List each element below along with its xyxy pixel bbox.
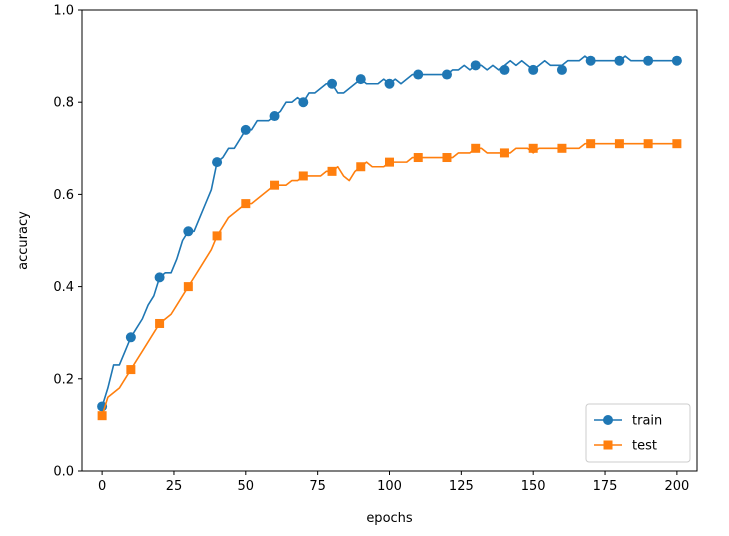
axes: 0 25 50 75 100 125 150 175 200 0.0 0.2 0.4 0.6 0.8 1.0 [53, 4, 698, 494]
x-tick-label: 0 [98, 479, 106, 494]
data-point-train [614, 55, 625, 66]
x-tick-label: 175 [593, 479, 618, 494]
data-point-train [327, 78, 338, 89]
data-point-train [298, 97, 309, 108]
data-point-test [586, 139, 596, 149]
x-tick-label: 150 [521, 479, 546, 494]
data-point-test [327, 166, 337, 176]
data-point-train [671, 55, 682, 66]
y-tick-label: 0.0 [53, 465, 74, 480]
x-tick-label: 125 [449, 479, 474, 494]
data-point-test [471, 143, 481, 153]
data-point-test [183, 282, 193, 292]
data-point-train [470, 60, 481, 71]
data-point-test [643, 139, 653, 149]
data-point-train [154, 272, 165, 283]
data-point-test [672, 139, 682, 149]
data-point-train [528, 64, 539, 75]
data-point-train [585, 55, 596, 66]
data-point-test [212, 231, 222, 241]
x-tick-label: 50 [238, 479, 255, 494]
data-point-train [183, 226, 194, 237]
data-point-train [413, 69, 424, 80]
data-point-test [97, 411, 107, 421]
x-tick-label: 25 [166, 479, 183, 494]
y-tick-label: 0.6 [53, 188, 74, 203]
y-axis-label: accuracy [16, 211, 31, 270]
data-point-train [441, 69, 452, 80]
data-point-test [298, 171, 308, 181]
legend-label-test: test [632, 439, 657, 454]
data-point-train [499, 64, 510, 75]
data-point-train [355, 74, 366, 85]
data-point-train [384, 78, 395, 89]
y-tick-label: 0.8 [53, 96, 74, 111]
plot-area [97, 55, 682, 421]
data-point-test [499, 148, 509, 158]
data-point-test [241, 199, 251, 209]
data-point-test [356, 162, 366, 172]
data-point-train [269, 111, 280, 122]
x-tick-label: 200 [664, 479, 689, 494]
data-point-train [556, 64, 567, 75]
x-tick-label: 75 [309, 479, 326, 494]
legend: train test [585, 403, 691, 463]
data-point-train [212, 157, 223, 168]
data-point-test [442, 153, 452, 163]
y-tick-label: 0.2 [53, 372, 74, 387]
legend-label-train: train [632, 414, 662, 429]
data-point-test [155, 318, 165, 328]
y-tick-label: 0.4 [53, 280, 74, 295]
data-point-test [385, 157, 394, 167]
legend-marker-test [603, 440, 613, 450]
data-point-train [125, 332, 136, 343]
data-point-test [413, 153, 423, 163]
x-axis-label: epochs [366, 511, 413, 526]
data-point-test [557, 143, 567, 153]
legend-marker-train [603, 415, 613, 425]
y-tick-label: 1.0 [53, 4, 74, 19]
data-point-test [528, 143, 538, 153]
x-tick-label: 100 [377, 479, 402, 494]
data-point-test [126, 365, 136, 375]
data-point-train [240, 124, 251, 135]
data-point-test [270, 180, 280, 190]
data-point-train [643, 55, 654, 66]
data-point-test [614, 139, 624, 149]
